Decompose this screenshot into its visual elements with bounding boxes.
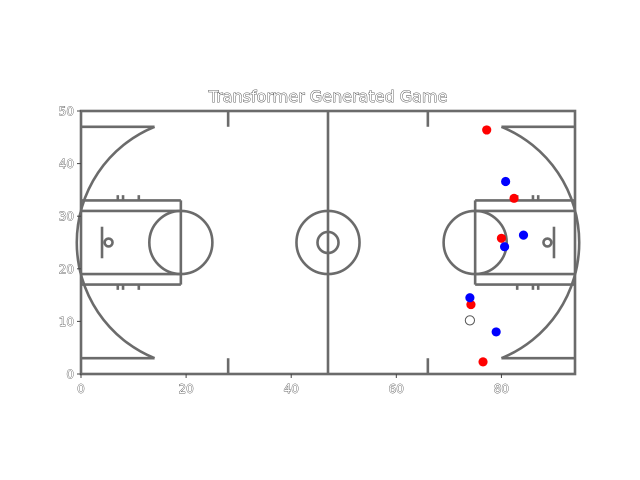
- player-marker: [501, 177, 510, 186]
- x-tick-label: 0: [77, 382, 85, 396]
- right-rim: [543, 239, 551, 247]
- right-three-point-arc: [501, 127, 579, 358]
- x-tick-label: 80: [494, 382, 509, 396]
- left-three-point-arc: [77, 127, 155, 358]
- player-marker: [497, 234, 506, 243]
- player-marker: [500, 242, 509, 251]
- x-tick-label: 60: [389, 382, 404, 396]
- x-tick-label: 20: [178, 382, 193, 396]
- chart-title: Transformer Generated Game: [208, 87, 448, 106]
- ball-marker: [465, 316, 474, 325]
- player-marker: [465, 293, 474, 302]
- y-tick-label: 10: [59, 315, 74, 329]
- player-marker: [478, 357, 487, 366]
- left-rim: [105, 239, 113, 247]
- y-tick-label: 30: [59, 210, 74, 224]
- y-tick-label: 40: [59, 157, 74, 171]
- y-tick-label: 20: [59, 262, 74, 276]
- player-marker: [519, 231, 528, 240]
- axes: 0 20 40 60 80 0 10 20 30 40 50: [59, 105, 509, 397]
- x-tick-label: 40: [284, 382, 299, 396]
- player-marker: [509, 194, 518, 203]
- player-marker: [482, 125, 491, 134]
- y-tick-label: 50: [59, 105, 74, 119]
- y-tick-label: 0: [66, 368, 74, 382]
- player-marker: [492, 327, 501, 336]
